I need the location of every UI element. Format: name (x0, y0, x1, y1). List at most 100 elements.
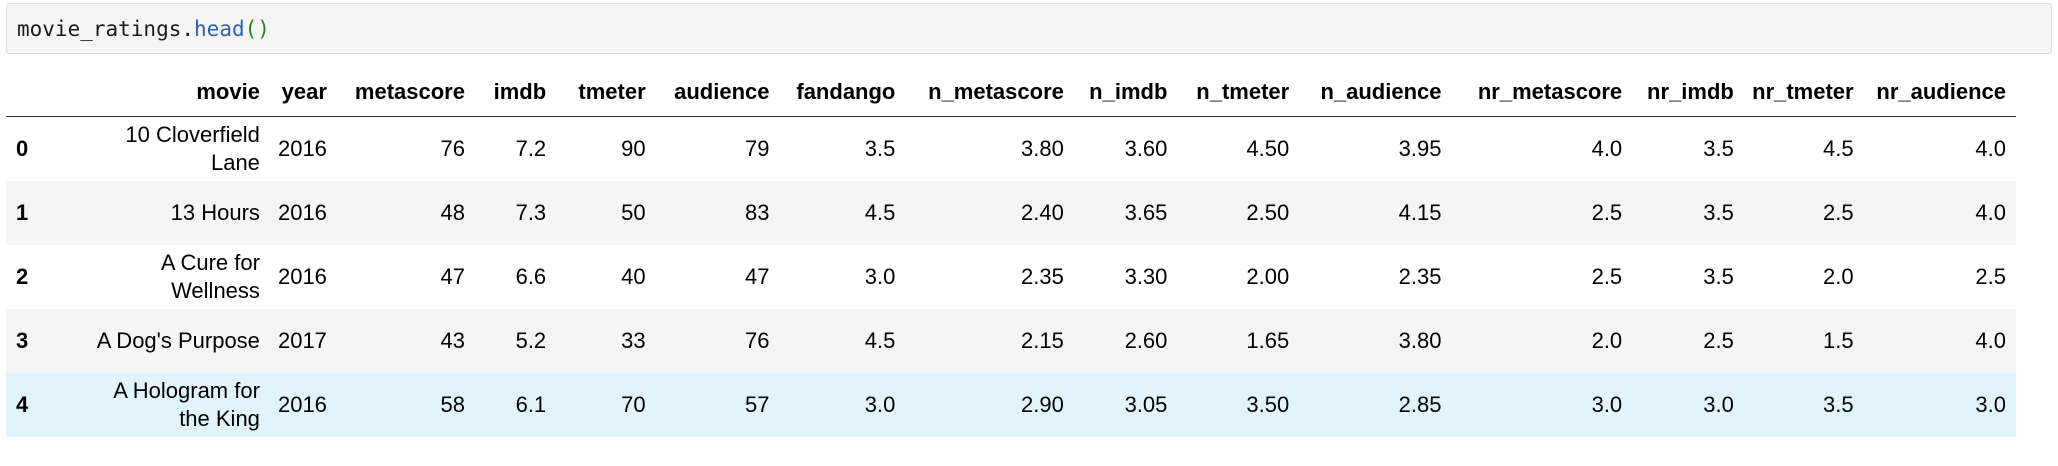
cell-audience: 57 (745, 391, 770, 417)
code-object-name: movie_ratings (17, 16, 182, 41)
cell-fandango: 3.0 (864, 391, 896, 417)
movie-title-line: A Hologram for (113, 377, 260, 403)
cell-metascore: 43 (440, 327, 465, 353)
movie-title-line: 13 Hours (170, 199, 260, 225)
column-header-nr-tmeter: nr_tmeter (1743, 68, 1864, 117)
cell-nr-tmeter: 4.5 (1823, 135, 1854, 161)
cell-nr-audience: 4.0 (1975, 135, 2006, 161)
table-row: 0 10 Cloverfield Lane 2016 76 7.2 90 79 3.5 3.80 3… (6, 117, 2016, 181)
cell-fandango: 4.5 (864, 327, 896, 353)
row-index: 0 (16, 135, 29, 161)
cell-movie: A Dog's Purpose (65, 309, 270, 373)
table-row: 4 A Hologram for the King 2016 58 6.1 70 57 3.0 2… (6, 372, 2016, 437)
cell-fandango: 4.5 (864, 199, 896, 225)
cell-year: 2017 (277, 327, 327, 353)
cell-year: 2016 (277, 199, 327, 225)
cell-audience: 47 (745, 263, 770, 289)
cell-n-tmeter: 3.50 (1246, 391, 1290, 417)
code-dot: . (181, 16, 195, 41)
cell-n-imdb: 3.05 (1124, 391, 1168, 417)
column-header-index (6, 68, 65, 117)
column-header-movie: movie (64, 68, 270, 117)
cell-audience: 76 (745, 327, 770, 353)
column-header-n-metascore: n_metascore (905, 68, 1074, 117)
table-row: 2 A Cure for Wellness 2016 47 6.6 40 47 3.0 2.35 3… (6, 245, 2016, 309)
column-header-nr-imdb: nr_imdb (1632, 68, 1744, 117)
column-header-tmeter: tmeter (556, 68, 656, 117)
row-index: 3 (16, 327, 29, 353)
cell-nr-metascore: 2.5 (1591, 263, 1623, 289)
cell-n-imdb: 3.65 (1124, 199, 1168, 225)
cell-n-tmeter: 2.50 (1246, 199, 1290, 225)
table-header-row: movie year metascore imdb tmeter audienc… (6, 68, 2016, 117)
column-header-n-imdb: n_imdb (1073, 68, 1178, 117)
cell-metascore: 48 (440, 199, 465, 225)
cell-nr-tmeter: 2.5 (1823, 199, 1854, 225)
column-header-metascore: metascore (336, 68, 475, 117)
cell-n-audience: 3.80 (1398, 327, 1442, 353)
cell-metascore: 76 (440, 135, 465, 161)
cell-n-metascore: 2.40 (1021, 199, 1064, 225)
cell-n-imdb: 2.60 (1124, 327, 1168, 353)
cell-nr-tmeter: 2.0 (1823, 263, 1854, 289)
cell-nr-imdb: 3.5 (1703, 199, 1734, 225)
cell-metascore: 58 (440, 391, 465, 417)
movie-title-line: the King (179, 405, 260, 431)
cell-nr-imdb: 3.5 (1703, 135, 1734, 161)
cell-nr-audience: 4.0 (1975, 199, 2006, 225)
cell-nr-imdb: 3.5 (1703, 263, 1734, 289)
cell-audience: 83 (745, 199, 770, 225)
movie-title-line: Lane (210, 149, 260, 175)
cell-nr-imdb: 2.5 (1703, 327, 1734, 353)
cell-n-audience: 2.85 (1398, 391, 1442, 417)
movie-title-line: Wellness (171, 277, 260, 303)
cell-tmeter: 70 (621, 391, 646, 417)
table-row: 3 A Dog's Purpose 2017 43 5.2 33 76 4.5 2.15 2.60… (6, 308, 2016, 373)
cell-movie: 13 Hours (65, 181, 270, 245)
cell-year: 2016 (277, 135, 327, 161)
cell-imdb: 5.2 (515, 327, 547, 353)
column-header-audience: audience (655, 68, 780, 117)
cell-year: 2016 (277, 391, 327, 417)
cell-metascore: 47 (440, 263, 465, 289)
cell-n-metascore: 2.15 (1021, 327, 1064, 353)
cell-nr-metascore: 2.5 (1591, 199, 1623, 225)
cell-audience: 79 (745, 135, 770, 161)
row-index: 4 (16, 391, 29, 417)
code-parens: () (244, 16, 270, 41)
movie-title-line: 10 Cloverfield (125, 121, 260, 147)
cell-fandango: 3.0 (864, 263, 896, 289)
cell-nr-audience: 2.5 (1975, 263, 2006, 289)
cell-movie: A Hologram for the King (65, 373, 270, 437)
code-cell-input[interactable]: movie_ratings. head() (6, 3, 2052, 54)
cell-n-metascore: 2.35 (1021, 263, 1064, 289)
column-header-imdb: imdb (474, 68, 557, 117)
cell-tmeter: 50 (621, 199, 646, 225)
cell-tmeter: 40 (621, 263, 646, 289)
cell-year: 2016 (277, 263, 327, 289)
row-index: 2 (16, 263, 29, 289)
code-method-name: head (194, 16, 245, 41)
cell-imdb: 6.6 (515, 263, 547, 289)
cell-imdb: 6.1 (515, 391, 547, 417)
cell-n-audience: 4.15 (1398, 199, 1442, 225)
cell-n-imdb: 3.60 (1124, 135, 1168, 161)
cell-nr-metascore: 2.0 (1591, 327, 1623, 353)
cell-nr-metascore: 4.0 (1591, 135, 1623, 161)
cell-nr-audience: 3.0 (1975, 391, 2006, 417)
cell-tmeter: 90 (621, 135, 646, 161)
cell-nr-tmeter: 3.5 (1823, 391, 1854, 417)
cell-n-tmeter: 4.50 (1246, 135, 1290, 161)
cell-fandango: 3.5 (864, 135, 896, 161)
dataframe-output-table: movie year metascore imdb tmeter audienc… (6, 68, 2016, 437)
cell-n-audience: 3.95 (1398, 135, 1442, 161)
cell-n-tmeter: 1.65 (1246, 327, 1290, 353)
cell-n-metascore: 3.80 (1021, 135, 1064, 161)
cell-n-tmeter: 2.00 (1246, 263, 1290, 289)
cell-n-audience: 2.35 (1398, 263, 1442, 289)
column-header-fandango: fandango (779, 68, 906, 117)
cell-n-imdb: 3.30 (1124, 263, 1168, 289)
cell-movie: A Cure for Wellness (65, 245, 270, 309)
column-header-nr-metascore: nr_metascore (1451, 68, 1633, 117)
cell-nr-metascore: 3.0 (1591, 391, 1623, 417)
